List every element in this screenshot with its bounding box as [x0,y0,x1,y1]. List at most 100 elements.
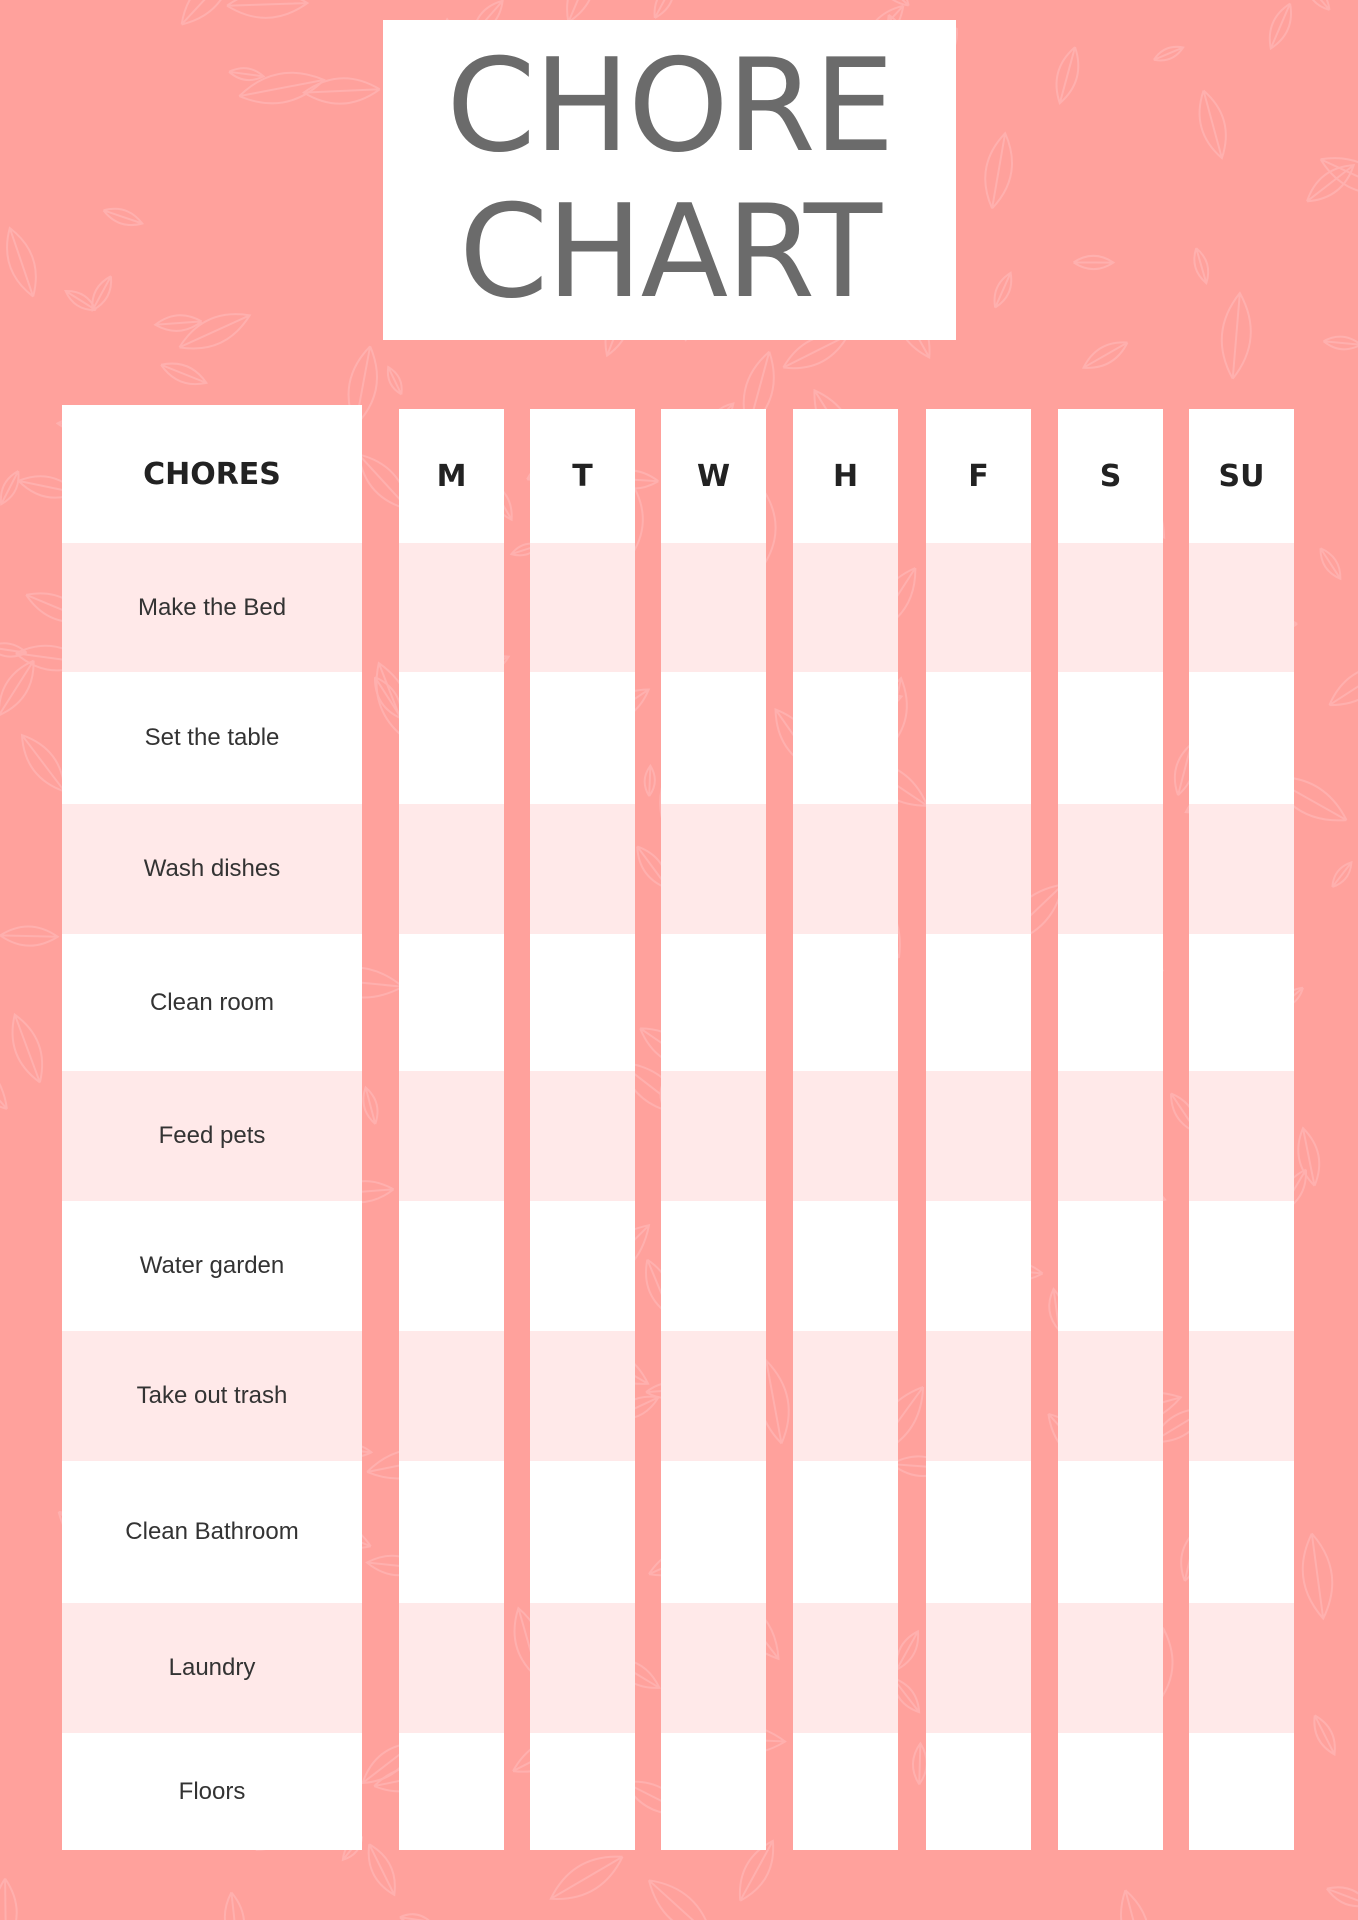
check-cell[interactable] [661,1733,766,1850]
check-cell[interactable] [926,934,1031,1071]
check-cell[interactable] [399,1071,504,1201]
check-cell[interactable] [530,1201,635,1331]
check-cell[interactable] [399,804,504,934]
day-header: M [436,458,467,494]
check-cell[interactable] [399,1331,504,1461]
leaf-shape [549,1855,624,1900]
check-cell[interactable] [1189,1071,1294,1201]
leaf-shape [0,1050,8,1110]
check-cell[interactable] [530,543,635,672]
leaf-shape [0,925,60,947]
leaf-shape [180,0,234,26]
check-cell[interactable] [926,1733,1031,1850]
leaf-shape [1301,1532,1334,1621]
leaf-shape [386,365,403,396]
day-header: W [696,458,731,494]
leaf-shape [11,1012,44,1084]
check-cell[interactable] [793,543,898,672]
check-cell[interactable] [661,1201,766,1331]
leaf-shape [993,271,1013,309]
check-cell[interactable] [1058,804,1163,934]
chore-label: Water garden [139,1252,285,1279]
check-cell[interactable] [1189,1331,1294,1461]
leaf-shape [0,642,28,658]
check-cell[interactable] [661,672,766,804]
check-cell[interactable] [1189,1201,1294,1331]
check-cell[interactable] [926,543,1031,672]
check-cell[interactable] [926,672,1031,804]
check-cell[interactable] [1058,1461,1163,1603]
check-cell[interactable] [661,1461,766,1603]
check-cell[interactable] [1058,1331,1163,1461]
check-cell[interactable] [793,1201,898,1331]
leaf-shape [1306,164,1356,203]
check-cell[interactable] [661,934,766,1071]
leaf-shape [1119,1889,1151,1920]
check-cell[interactable] [793,672,898,804]
check-cell[interactable] [1058,934,1163,1071]
leaf-shape [102,207,145,227]
check-cell[interactable] [793,804,898,934]
check-cell[interactable] [793,1071,898,1201]
check-cell[interactable] [661,1331,766,1461]
leaf-shape [178,313,252,350]
check-cell[interactable] [1058,1071,1163,1201]
chore-label: Clean room [149,988,275,1016]
leaf-shape [643,763,656,797]
chore-label: Clean Bathroom [125,1518,299,1545]
leaf-shape [566,0,597,24]
check-cell[interactable] [1058,543,1163,672]
check-cell[interactable] [926,1603,1031,1733]
check-cell[interactable] [1189,1461,1294,1603]
leaf-shape [0,659,35,717]
leaf-shape [653,0,675,19]
check-cell[interactable] [661,543,766,672]
leaf-shape [228,67,266,82]
check-cell[interactable] [793,1331,898,1461]
check-cell[interactable] [1058,1603,1163,1733]
check-cell[interactable] [926,1071,1031,1201]
check-cell[interactable] [1189,1733,1294,1850]
check-cell[interactable] [399,543,504,672]
leaf-shape [1319,157,1358,195]
leaf-shape [984,131,1013,210]
check-cell[interactable] [793,934,898,1071]
check-cell[interactable] [661,1071,766,1201]
check-cell[interactable] [530,672,635,804]
check-cell[interactable] [530,1071,635,1201]
leaf-shape [362,1085,379,1125]
check-cell[interactable] [1189,543,1294,672]
check-cell[interactable] [530,1461,635,1603]
check-cell[interactable] [926,1461,1031,1603]
check-cell[interactable] [926,804,1031,934]
check-cell[interactable] [661,1603,766,1733]
check-cell[interactable] [1189,1603,1294,1733]
check-cell[interactable] [399,1733,504,1850]
check-cell[interactable] [1189,804,1294,934]
chore-label: Laundry [62,1603,362,1733]
check-cell[interactable] [530,1733,635,1850]
leaf-shape [1313,1714,1336,1757]
check-cell[interactable] [793,1733,898,1850]
check-cell[interactable] [793,1603,898,1733]
check-cell[interactable] [1058,1733,1163,1850]
check-cell[interactable] [661,804,766,934]
check-cell[interactable] [926,1201,1031,1331]
check-cell[interactable] [399,1461,504,1603]
check-cell[interactable] [1189,672,1294,804]
leaf-shape [1297,1126,1321,1187]
check-cell[interactable] [399,672,504,804]
check-cell[interactable] [399,1201,504,1331]
check-cell[interactable] [399,934,504,1071]
check-cell[interactable] [1189,934,1294,1071]
chore-label: Feed pets [62,1071,362,1201]
check-cell[interactable] [399,1603,504,1733]
check-cell[interactable] [530,804,635,934]
check-cell[interactable] [530,1603,635,1733]
check-cell[interactable] [530,934,635,1071]
check-cell[interactable] [530,1331,635,1461]
check-cell[interactable] [1058,672,1163,804]
check-cell[interactable] [1058,1201,1163,1331]
check-cell[interactable] [926,1331,1031,1461]
check-cell[interactable] [793,1461,898,1603]
